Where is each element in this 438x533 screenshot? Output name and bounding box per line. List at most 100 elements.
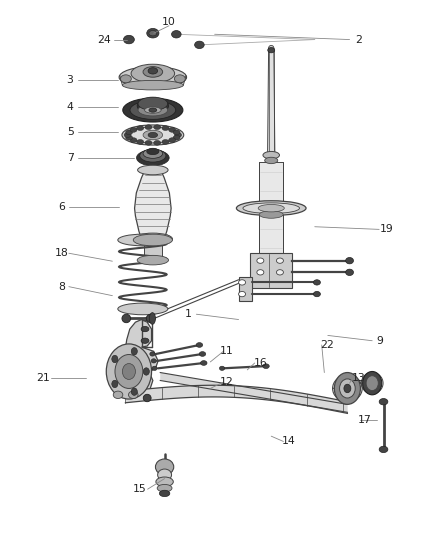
Ellipse shape bbox=[149, 108, 157, 112]
Ellipse shape bbox=[201, 361, 207, 366]
Ellipse shape bbox=[243, 203, 300, 214]
Ellipse shape bbox=[146, 314, 155, 322]
Ellipse shape bbox=[172, 30, 181, 38]
Ellipse shape bbox=[147, 148, 159, 155]
Text: 4: 4 bbox=[67, 102, 74, 112]
Circle shape bbox=[143, 368, 149, 375]
Ellipse shape bbox=[257, 258, 264, 263]
Ellipse shape bbox=[150, 352, 155, 356]
Polygon shape bbox=[160, 373, 347, 413]
Ellipse shape bbox=[237, 201, 306, 216]
Ellipse shape bbox=[130, 127, 137, 132]
Ellipse shape bbox=[133, 234, 173, 246]
Ellipse shape bbox=[130, 101, 176, 119]
Ellipse shape bbox=[137, 255, 169, 265]
Ellipse shape bbox=[173, 135, 180, 140]
Ellipse shape bbox=[126, 135, 133, 140]
Ellipse shape bbox=[379, 399, 388, 405]
Ellipse shape bbox=[151, 359, 156, 363]
Ellipse shape bbox=[124, 35, 134, 44]
Circle shape bbox=[366, 376, 378, 391]
Ellipse shape bbox=[379, 446, 388, 453]
Ellipse shape bbox=[219, 366, 225, 370]
Text: 22: 22 bbox=[320, 340, 334, 350]
Ellipse shape bbox=[145, 141, 152, 145]
Ellipse shape bbox=[263, 364, 269, 368]
Polygon shape bbox=[239, 277, 252, 301]
Ellipse shape bbox=[162, 126, 169, 131]
Ellipse shape bbox=[141, 338, 149, 343]
Ellipse shape bbox=[156, 477, 173, 487]
Polygon shape bbox=[125, 385, 347, 414]
Polygon shape bbox=[259, 161, 283, 259]
Ellipse shape bbox=[124, 133, 131, 138]
Ellipse shape bbox=[263, 151, 279, 159]
Ellipse shape bbox=[145, 107, 161, 114]
Ellipse shape bbox=[122, 125, 184, 145]
Ellipse shape bbox=[175, 133, 182, 138]
Ellipse shape bbox=[152, 366, 157, 370]
Ellipse shape bbox=[130, 138, 137, 142]
Ellipse shape bbox=[141, 326, 149, 332]
Ellipse shape bbox=[154, 125, 161, 130]
Text: 24: 24 bbox=[97, 35, 110, 45]
Ellipse shape bbox=[120, 75, 131, 83]
Ellipse shape bbox=[314, 292, 321, 297]
Text: 1: 1 bbox=[185, 309, 192, 319]
Ellipse shape bbox=[268, 45, 274, 51]
Text: 7: 7 bbox=[67, 153, 74, 163]
Ellipse shape bbox=[148, 68, 158, 74]
Ellipse shape bbox=[149, 313, 155, 324]
Ellipse shape bbox=[147, 28, 159, 38]
Text: 19: 19 bbox=[380, 224, 393, 235]
Ellipse shape bbox=[258, 205, 284, 212]
Polygon shape bbox=[251, 253, 292, 288]
Ellipse shape bbox=[346, 269, 353, 276]
Ellipse shape bbox=[162, 140, 169, 144]
Ellipse shape bbox=[118, 234, 168, 246]
Text: 14: 14 bbox=[282, 437, 296, 447]
Ellipse shape bbox=[126, 130, 133, 135]
Ellipse shape bbox=[140, 149, 166, 162]
Ellipse shape bbox=[122, 314, 131, 322]
Ellipse shape bbox=[138, 97, 168, 110]
Ellipse shape bbox=[145, 125, 152, 130]
Ellipse shape bbox=[143, 130, 162, 140]
Ellipse shape bbox=[143, 67, 162, 77]
Ellipse shape bbox=[133, 233, 173, 245]
Ellipse shape bbox=[174, 75, 185, 83]
Text: 15: 15 bbox=[133, 484, 147, 494]
Ellipse shape bbox=[194, 41, 204, 49]
Polygon shape bbox=[110, 319, 158, 398]
Text: 13: 13 bbox=[351, 373, 365, 383]
Circle shape bbox=[112, 380, 118, 387]
Ellipse shape bbox=[239, 280, 246, 285]
Ellipse shape bbox=[158, 469, 172, 481]
Ellipse shape bbox=[137, 140, 144, 144]
Ellipse shape bbox=[173, 130, 180, 135]
Text: 5: 5 bbox=[67, 127, 74, 138]
Ellipse shape bbox=[137, 150, 169, 166]
Ellipse shape bbox=[276, 258, 283, 263]
Ellipse shape bbox=[268, 47, 275, 53]
Text: 21: 21 bbox=[36, 373, 49, 383]
Circle shape bbox=[106, 344, 152, 399]
Ellipse shape bbox=[257, 270, 264, 275]
Ellipse shape bbox=[155, 459, 174, 475]
Ellipse shape bbox=[196, 343, 203, 348]
Ellipse shape bbox=[137, 126, 144, 131]
Polygon shape bbox=[268, 48, 275, 155]
Ellipse shape bbox=[143, 394, 151, 402]
Text: 3: 3 bbox=[67, 75, 74, 85]
Ellipse shape bbox=[123, 98, 183, 122]
Text: 8: 8 bbox=[58, 281, 65, 292]
Ellipse shape bbox=[169, 138, 176, 142]
Circle shape bbox=[131, 348, 138, 355]
Ellipse shape bbox=[259, 211, 283, 218]
Ellipse shape bbox=[131, 64, 175, 83]
Polygon shape bbox=[144, 239, 162, 261]
Text: 11: 11 bbox=[220, 346, 234, 357]
Ellipse shape bbox=[346, 257, 353, 264]
Circle shape bbox=[122, 364, 135, 379]
Circle shape bbox=[131, 388, 138, 395]
